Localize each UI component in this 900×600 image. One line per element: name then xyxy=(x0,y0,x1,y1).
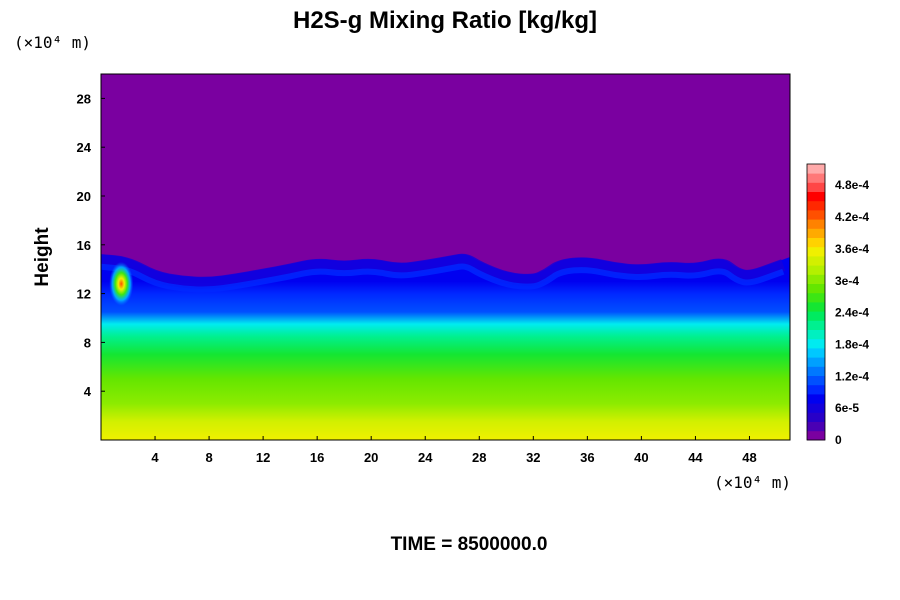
colorbar-labels: 0 6e-5 1.2e-4 1.8e-4 2.4e-4 3e-4 3.6e-4 4.2e-4 4… xyxy=(835,178,869,447)
colorbar xyxy=(806,163,826,441)
x-tick-label: 24 xyxy=(418,450,433,465)
colorbar-swatch xyxy=(807,173,825,183)
boundary-band-blue xyxy=(101,263,785,293)
x-tick-label: 20 xyxy=(364,450,378,465)
x-axis-ticks: 4 8 12 16 20 24 28 32 36 40 44 48 xyxy=(151,436,757,465)
boundary-band-dark xyxy=(101,253,786,289)
x-tick-label: 8 xyxy=(205,450,212,465)
colorbar-swatch xyxy=(807,292,825,303)
colorbar-swatch xyxy=(807,384,825,395)
y-tick-label: 28 xyxy=(77,91,91,106)
colorbar-label: 2.4e-4 xyxy=(835,306,869,320)
chart-title: H2S-g Mixing Ratio [kg/kg] xyxy=(293,7,597,34)
y-tick-label: 16 xyxy=(77,238,91,253)
colorbar-swatch xyxy=(807,357,825,367)
colorbar-swatch xyxy=(807,302,825,312)
y-tick-label: 12 xyxy=(77,287,91,302)
colorbar-swatch xyxy=(807,329,825,340)
colorbar-label: 1.2e-4 xyxy=(835,369,869,383)
colorbar-swatch xyxy=(807,164,825,174)
colorbar-label: 6e-5 xyxy=(835,401,859,415)
colorbar-swatch xyxy=(807,375,825,386)
colorbar-swatch xyxy=(807,228,825,238)
colorbar-swatch xyxy=(807,200,825,211)
colorbar-label: 0 xyxy=(835,433,842,447)
colorbar-swatch xyxy=(807,320,825,330)
colorbar-swatch xyxy=(807,256,825,266)
concentration-hotspot xyxy=(109,261,134,306)
colorbar-swatch xyxy=(807,265,825,275)
plot-frame xyxy=(100,73,791,441)
y-tick-label: 8 xyxy=(84,335,91,350)
x-tick-label: 16 xyxy=(310,450,324,465)
colorbar-swatch xyxy=(807,182,825,192)
colorbar-swatch xyxy=(807,274,825,284)
colorbar-swatch xyxy=(807,210,825,220)
x-tick-label: 12 xyxy=(256,450,270,465)
colorbar-swatch xyxy=(807,246,825,257)
colorbar-frame xyxy=(806,163,826,441)
colorbar-label: 4.2e-4 xyxy=(835,210,869,224)
colorbar-label: 4.8e-4 xyxy=(835,178,869,192)
colorbar-label: 1.8e-4 xyxy=(835,337,869,351)
colorbar-swatch xyxy=(807,421,825,432)
x-tick-label: 28 xyxy=(472,450,486,465)
y-tick-label: 20 xyxy=(77,189,91,204)
colorbar-swatch xyxy=(807,403,825,413)
y-axis-unit: (×10⁴ m) xyxy=(14,33,91,52)
colorbar-swatch xyxy=(807,219,825,229)
x-tick-label: 44 xyxy=(688,450,703,465)
colorbar-swatch xyxy=(807,311,825,321)
y-axis-ticks: 4 8 12 16 20 24 28 xyxy=(77,91,105,399)
colorbar-swatch xyxy=(807,394,825,404)
colorbar-swatch xyxy=(807,412,825,422)
y-tick-label: 4 xyxy=(84,384,92,399)
x-tick-label: 40 xyxy=(634,450,648,465)
colorbar-swatch xyxy=(807,366,825,376)
colorbar-swatch xyxy=(807,237,825,248)
plot-area xyxy=(101,74,790,440)
colorbar-swatch xyxy=(807,430,825,441)
time-label: TIME = 8500000.0 xyxy=(391,534,548,555)
x-axis-unit: (×10⁴ m) xyxy=(714,473,791,492)
x-tick-label: 4 xyxy=(151,450,159,465)
y-axis-label: Height xyxy=(32,227,53,287)
x-tick-label: 36 xyxy=(580,450,594,465)
colorbar-swatch xyxy=(807,283,825,294)
y-tick-label: 24 xyxy=(77,140,92,155)
colorbar-swatch xyxy=(807,348,825,358)
colorbar-label: 3.6e-4 xyxy=(835,242,869,256)
x-tick-label: 48 xyxy=(742,450,756,465)
colorbar-label: 3e-4 xyxy=(835,274,859,288)
colorbar-swatch xyxy=(807,191,825,202)
mixed-layer-field xyxy=(101,254,790,440)
x-tick-label: 32 xyxy=(526,450,540,465)
colorbar-swatch xyxy=(807,338,825,349)
